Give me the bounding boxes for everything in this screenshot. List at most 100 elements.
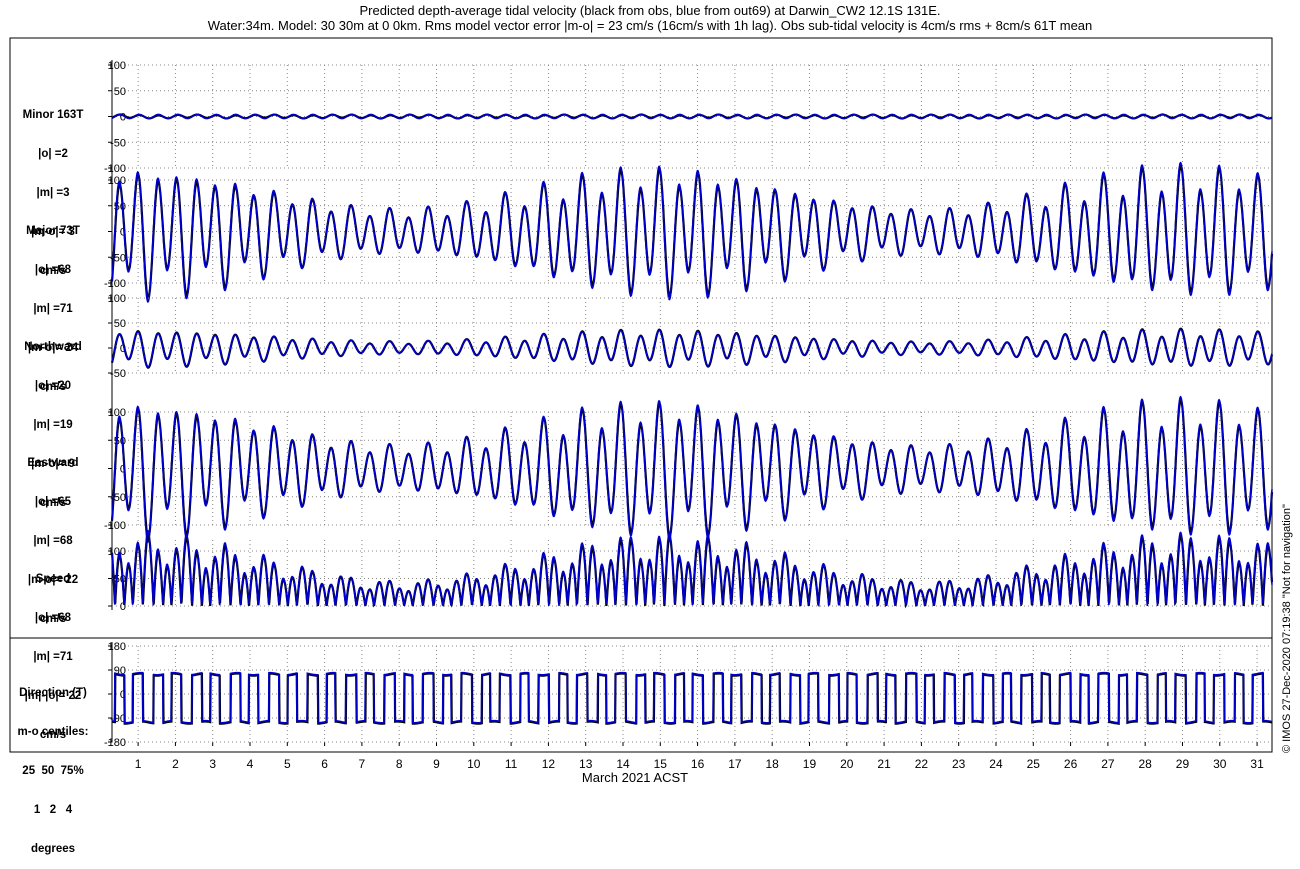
label-east-unit: cm/s [39, 613, 67, 625]
x-tick-label: 8 [396, 757, 403, 771]
y-tick-label: 0 [120, 601, 126, 613]
label-east-model: |m| =68 [33, 535, 73, 547]
y-tick-label: 50 [114, 318, 126, 330]
y-tick-label: 100 [108, 175, 126, 187]
label-speed-err: |m|-|o|= 22 [24, 690, 82, 702]
label-north-name: Northward [24, 341, 82, 353]
label-speed-unit: cm/s [39, 729, 67, 741]
label-minor-err: |m-o|= 3 [31, 226, 75, 238]
x-tick-label: 6 [321, 757, 328, 771]
x-tick-label: 21 [877, 757, 891, 771]
y-tick-label: 0 [120, 112, 126, 124]
panel-label-north: Northward |o| =20 |m| =19 |m-o|= 9 cm/s [4, 315, 102, 523]
tidal-velocity-chart: 1 2 3 4 5 6 7 8 9 10 11 12 13 14 15 16 17 18 19 20 21 22 23 24 2… [9, 37, 1274, 771]
label-dir-centiles: m-o centiles: [17, 726, 89, 738]
y-tick-label: 100 [108, 60, 126, 72]
x-tick-label: 22 [915, 757, 929, 771]
label-east-err: |m-o|= 22 [27, 574, 79, 586]
x-tick-label: 7 [359, 757, 366, 771]
y-tick-label: -100 [104, 520, 126, 532]
x-axis-label: March 2021 ACST [581, 770, 689, 785]
x-tick-label: 14 [616, 757, 630, 771]
x-tick-label: 9 [433, 757, 440, 771]
x-tick-label: 17 [728, 757, 742, 771]
label-minor-name: Minor 163T [22, 109, 84, 121]
label-east-name: Eastward [27, 457, 79, 469]
panel-label-east: Eastward |o| =65 |m| =68 |m-o|= 22 cm/s [4, 431, 102, 639]
x-tick-label: 18 [766, 757, 780, 771]
x-tick-label: 13 [579, 757, 593, 771]
y-tick-label: 0 [120, 227, 126, 239]
x-tick-label: 29 [1176, 757, 1190, 771]
y-tick-label: -50 [110, 368, 126, 380]
x-tick-label: 27 [1101, 757, 1115, 771]
panel-label-minor: Minor 163T |o| =2 |m| =3 |m-o|= 3 cm/s [4, 83, 102, 291]
x-tick-label: 3 [209, 757, 216, 771]
label-north-err: |m-o|= 9 [31, 458, 75, 470]
y-tick-label: -100 [104, 163, 126, 175]
label-minor-model: |m| =3 [36, 187, 70, 199]
label-east-obs: |o| =65 [34, 496, 72, 508]
label-major-model: |m| =71 [33, 303, 73, 315]
y-tick-label: 180 [108, 641, 126, 653]
x-tick-label: 10 [467, 757, 481, 771]
y-tick-label: 0 [120, 343, 126, 355]
x-tick-label: 15 [654, 757, 668, 771]
copyright-note: © IMOS 27-Dec-2020 07:19:38 "Not for nav… [1281, 504, 1293, 753]
label-north-model: |m| =19 [33, 419, 73, 431]
x-tick-label: 19 [803, 757, 817, 771]
x-tick-label: 2 [172, 757, 179, 771]
x-tick-label: 11 [505, 757, 518, 771]
y-tick-label: 100 [108, 407, 126, 419]
y-tick-label: 0 [120, 689, 126, 701]
label-dir-values: 1 2 4 [33, 804, 73, 816]
y-tick-label: -180 [104, 737, 126, 749]
series-model-north [111, 328, 1273, 368]
series-model-east [111, 395, 1273, 543]
label-dir-percent: 25 50 75% [22, 765, 84, 777]
x-tick-label: 12 [542, 757, 556, 771]
x-tick-label: 23 [952, 757, 966, 771]
label-major-unit: cm/s [39, 381, 67, 393]
label-speed-name: Speed [35, 573, 71, 585]
series-model-minor [111, 113, 1273, 120]
y-tick-label: -50 [110, 137, 126, 149]
label-dir-name: Direction (T) [19, 687, 87, 699]
label-major-err: |m-o|= 24 [27, 342, 79, 354]
series-model-direction [112, 671, 1273, 724]
panel-label-speed: Speed |o| =68 |m| =71 |m|-|o|= 22 cm/s [4, 547, 102, 755]
y-tick-label: -100 [104, 278, 126, 290]
label-north-obs: |o| =20 [34, 380, 72, 392]
panel-minor: 100 50 0 -50 -100 [104, 60, 1273, 175]
series-model-speed [111, 529, 1273, 608]
x-tick-label: 24 [989, 757, 1003, 771]
y-tick-label: 0 [120, 464, 126, 476]
direction-frame [9, 637, 1273, 753]
panel-label-major: Major 73T |o| =68 |m| =71 |m-o|= 24 cm/s [4, 199, 102, 407]
label-speed-model: |m| =71 [33, 651, 73, 663]
series-model-major [111, 161, 1273, 303]
x-tick-label: 5 [284, 757, 291, 771]
y-tick-label: 50 [114, 86, 126, 98]
label-minor-obs: |o| =2 [38, 148, 68, 160]
panel-north: 100 50 0 -50 [108, 293, 1274, 380]
y-tick-label: 100 [108, 546, 126, 558]
x-tick-label: 30 [1213, 757, 1227, 771]
x-tick-label: 4 [247, 757, 254, 771]
label-major-obs: |o| =68 [34, 264, 72, 276]
label-dir-unit: degrees [30, 843, 76, 855]
label-major-name: Major 73T [26, 225, 80, 237]
x-tick-label: 25 [1027, 757, 1041, 771]
label-minor-unit: cm/s [39, 265, 67, 277]
x-tick-label: 16 [691, 757, 705, 771]
label-north-unit: cm/s [39, 497, 67, 509]
chart-subtitle: Water:34m. Model: 30 30m at 0 0km. Rms m… [207, 18, 1093, 33]
chart-title: Predicted depth-average tidal velocity (… [359, 3, 941, 18]
x-tick-label: 26 [1064, 757, 1078, 771]
x-tick-label: 20 [840, 757, 854, 771]
x-tick-label: 28 [1139, 757, 1153, 771]
